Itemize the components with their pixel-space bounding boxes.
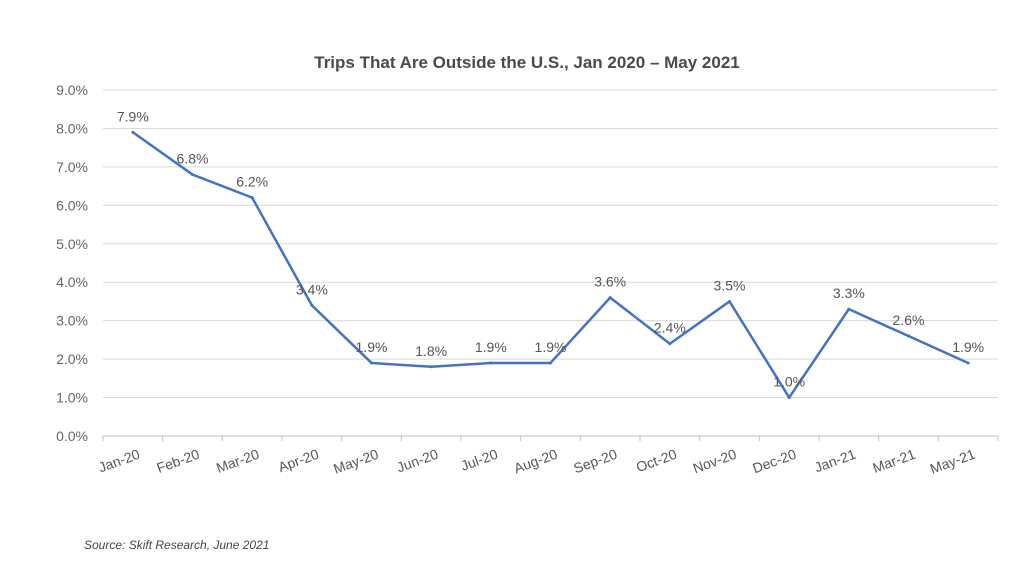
data-label: 7.9%: [117, 108, 149, 124]
x-tick-label: Jan-20: [96, 446, 142, 476]
data-label: 3.5%: [714, 277, 746, 293]
data-point: [250, 196, 254, 200]
x-tick-label: Jan-21: [812, 446, 858, 476]
data-point: [489, 361, 493, 365]
data-point: [728, 299, 731, 303]
data-label: 2.4%: [654, 320, 686, 336]
x-tick-label: Jun-20: [394, 446, 440, 476]
data-label: 1.9%: [535, 339, 567, 355]
x-tick-label: Mar-21: [870, 446, 917, 476]
y-axis-ticks: 0.0% 1.0% 2.0% 3.0% 4.0% 5.0% 6.0% 7.0% 8.0% 9.0%: [56, 82, 88, 444]
x-tick-label: Jul-20: [459, 446, 501, 474]
series-line: [132, 131, 969, 399]
x-tick-label: Mar-20: [214, 446, 261, 476]
data-label: 1.8%: [415, 343, 447, 359]
data-point: [549, 361, 552, 365]
x-tick-label: Aug-20: [512, 446, 560, 477]
y-tick-label: 1.0%: [56, 390, 88, 406]
y-tick-label: 6.0%: [56, 197, 88, 213]
data-point: [131, 130, 135, 134]
data-label: 1.0%: [773, 374, 805, 390]
data-point: [608, 296, 612, 300]
data-label: 3.4%: [296, 281, 328, 297]
data-label: 1.9%: [475, 339, 507, 355]
y-tick-label: 4.0%: [56, 274, 88, 290]
data-point: [787, 396, 791, 400]
data-label: 3.3%: [833, 285, 865, 301]
x-tick-label: Feb-20: [154, 446, 201, 476]
x-tick-label: Oct-20: [634, 446, 679, 475]
data-label: 1.9%: [952, 339, 984, 355]
data-point: [668, 342, 672, 346]
x-axis: Jan-20 Feb-20 Mar-20 Apr-20 May-20 Jun-20 Jul-…: [96, 435, 999, 477]
series-line-group: [131, 130, 970, 400]
y-tick-label: 9.0%: [56, 82, 88, 98]
data-point: [310, 303, 314, 307]
data-point: [907, 334, 910, 338]
data-point: [191, 173, 194, 177]
gridlines: [103, 89, 998, 399]
x-tick-label: Dec-20: [750, 446, 798, 477]
x-tick-label: Sep-20: [571, 446, 619, 477]
data-labels: 7.9% 6.8% 6.2% 3.4% 1.9% 1.8% 1.9% 1.9% 3.6% 2.4%…: [117, 108, 984, 389]
data-label: 6.2%: [236, 174, 268, 190]
source-note: Source: Skift Research, June 2021: [84, 538, 270, 552]
y-tick-label: 8.0%: [56, 120, 88, 136]
data-label: 3.6%: [594, 274, 626, 290]
y-tick-label: 3.0%: [56, 313, 88, 329]
chart-title: Trips That Are Outside the U.S., Jan 202…: [314, 53, 739, 72]
y-tick-label: 2.0%: [56, 351, 88, 367]
x-tick-label: May-21: [928, 446, 978, 477]
data-point: [966, 361, 970, 365]
data-label: 1.9%: [356, 339, 388, 355]
data-point: [429, 365, 433, 369]
x-tick-label: May-20: [331, 446, 381, 477]
data-point: [847, 307, 851, 311]
x-tick-label: Nov-20: [691, 446, 739, 477]
y-tick-label: 0.0%: [56, 428, 88, 444]
data-label: 2.6%: [893, 312, 925, 328]
y-tick-label: 5.0%: [56, 236, 88, 252]
data-point: [370, 361, 373, 365]
x-tick-label: Apr-20: [276, 446, 321, 475]
y-tick-label: 7.0%: [56, 159, 88, 175]
data-label: 6.8%: [177, 151, 209, 167]
